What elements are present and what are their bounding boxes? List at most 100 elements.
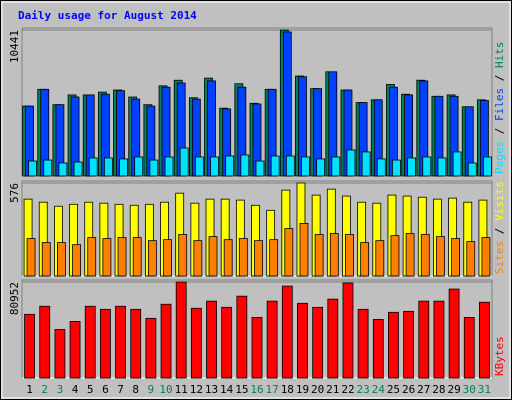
bar bbox=[115, 305, 126, 379]
bar bbox=[238, 238, 248, 277]
legend-entry: Pages bbox=[493, 141, 506, 174]
bar bbox=[236, 295, 248, 379]
bar bbox=[208, 236, 218, 277]
x-tick-label: 23 bbox=[357, 383, 370, 396]
legend-separator: / bbox=[493, 221, 506, 241]
bar bbox=[84, 305, 96, 379]
bar bbox=[57, 242, 66, 277]
x-tick-label: 26 bbox=[402, 383, 415, 396]
bar bbox=[130, 308, 142, 379]
bar bbox=[375, 240, 385, 277]
x-tick-label: 11 bbox=[175, 383, 188, 396]
x-tick-label: 29 bbox=[447, 383, 460, 396]
bar bbox=[403, 310, 415, 379]
bar bbox=[103, 157, 113, 177]
bar bbox=[132, 237, 142, 277]
bar bbox=[420, 234, 430, 277]
y-tick-label: 80952 bbox=[8, 282, 21, 315]
bar bbox=[58, 162, 68, 177]
bar bbox=[388, 311, 399, 379]
x-tick-label: 16 bbox=[250, 383, 263, 396]
bar bbox=[390, 235, 400, 277]
bar bbox=[361, 151, 371, 177]
y-tick-label: 10441 bbox=[8, 30, 21, 63]
bar bbox=[240, 154, 250, 177]
bar bbox=[119, 158, 128, 177]
bar bbox=[376, 158, 386, 177]
bar bbox=[448, 288, 460, 379]
bar bbox=[346, 149, 356, 177]
bar bbox=[360, 242, 370, 277]
bar bbox=[178, 234, 188, 277]
x-tick-label: 24 bbox=[372, 383, 386, 396]
bar bbox=[255, 160, 265, 177]
bar bbox=[483, 156, 492, 177]
x-tick-label: 3 bbox=[57, 383, 64, 396]
legend: KBytes bbox=[493, 336, 506, 376]
bar bbox=[26, 238, 36, 277]
bar bbox=[134, 156, 144, 177]
bar bbox=[433, 300, 445, 379]
x-tick-label: 17 bbox=[266, 383, 279, 396]
bar bbox=[99, 308, 111, 379]
bar bbox=[405, 233, 415, 277]
bar bbox=[24, 313, 35, 379]
bar bbox=[28, 160, 37, 177]
x-tick-label: 19 bbox=[296, 383, 309, 396]
bar bbox=[117, 237, 127, 277]
bar bbox=[463, 317, 475, 379]
x-tick-label: 18 bbox=[281, 383, 294, 396]
legend-entry: Visits bbox=[493, 181, 506, 221]
bar bbox=[297, 302, 308, 379]
x-tick-label: 2 bbox=[41, 383, 48, 396]
bar bbox=[225, 155, 235, 177]
legend: Pages / Files / Hits bbox=[493, 42, 506, 175]
bar bbox=[342, 282, 354, 379]
bar bbox=[164, 156, 174, 177]
bar bbox=[282, 31, 292, 177]
bar bbox=[481, 237, 491, 277]
bar bbox=[299, 222, 309, 277]
bar bbox=[269, 239, 279, 277]
bar bbox=[270, 155, 280, 177]
bar bbox=[372, 319, 384, 379]
legend-entry: Hits bbox=[493, 42, 506, 69]
bar bbox=[221, 306, 233, 379]
legend-separator: / bbox=[493, 121, 506, 141]
bar bbox=[331, 156, 341, 177]
bar bbox=[266, 300, 278, 379]
x-tick-label: 5 bbox=[87, 383, 94, 396]
legend-separator: / bbox=[493, 68, 506, 88]
bar bbox=[345, 234, 354, 277]
bar bbox=[284, 228, 294, 277]
x-tick-label: 12 bbox=[190, 383, 203, 396]
legend-entry: KBytes bbox=[493, 336, 506, 376]
bar bbox=[193, 240, 203, 277]
bar bbox=[451, 238, 460, 277]
bar bbox=[210, 156, 219, 177]
x-tick-label: 21 bbox=[326, 383, 339, 396]
bar bbox=[329, 233, 339, 277]
x-tick-label: 28 bbox=[432, 383, 445, 396]
legend-entry: Sites bbox=[493, 241, 506, 274]
bar bbox=[102, 238, 112, 277]
bar bbox=[147, 240, 157, 277]
bar bbox=[254, 240, 263, 277]
bar bbox=[437, 157, 447, 177]
bar bbox=[206, 300, 217, 379]
bar bbox=[163, 239, 172, 277]
x-tick-label: 10 bbox=[159, 383, 172, 396]
bar bbox=[301, 156, 310, 177]
x-tick-label: 25 bbox=[387, 383, 400, 396]
bar bbox=[285, 155, 295, 177]
bar bbox=[145, 317, 157, 379]
bar bbox=[436, 236, 445, 277]
bar bbox=[467, 162, 477, 177]
x-tick-label: 9 bbox=[148, 383, 155, 396]
bar bbox=[87, 237, 97, 277]
bar bbox=[179, 147, 189, 177]
x-tick-label: 4 bbox=[72, 383, 79, 396]
